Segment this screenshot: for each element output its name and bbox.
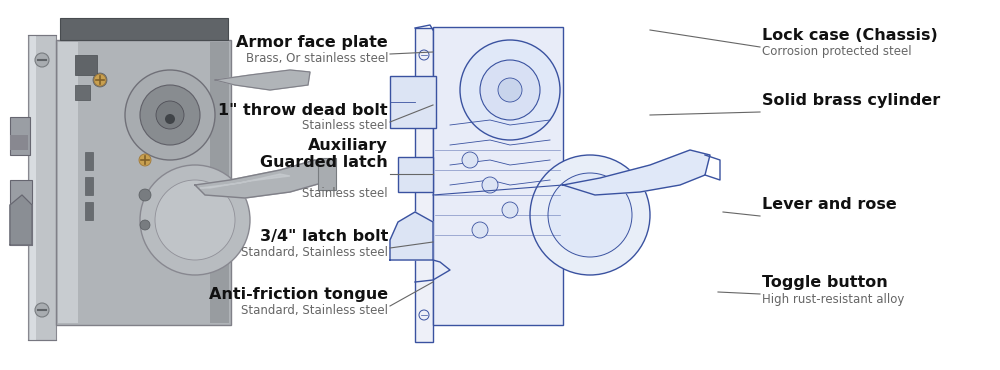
Text: High rust-resistant alloy: High rust-resistant alloy bbox=[762, 293, 904, 306]
Polygon shape bbox=[215, 70, 310, 90]
Circle shape bbox=[139, 154, 151, 166]
Circle shape bbox=[165, 114, 175, 124]
Bar bbox=[398, 157, 433, 192]
Bar bbox=[56, 40, 231, 325]
Circle shape bbox=[548, 173, 632, 257]
Bar bbox=[210, 42, 229, 323]
Circle shape bbox=[472, 222, 488, 238]
Text: Brass, Or stainless steel: Brass, Or stainless steel bbox=[246, 52, 388, 65]
Bar bbox=[10, 135, 28, 150]
Circle shape bbox=[480, 60, 540, 120]
Bar bbox=[85, 202, 93, 220]
Bar bbox=[75, 85, 90, 100]
Bar bbox=[60, 18, 228, 40]
Bar bbox=[75, 55, 97, 75]
Circle shape bbox=[139, 189, 151, 201]
Bar bbox=[318, 158, 336, 190]
Text: Standard, Stainless steel: Standard, Stainless steel bbox=[241, 246, 388, 259]
Circle shape bbox=[94, 74, 106, 86]
Circle shape bbox=[502, 202, 518, 218]
Text: 1" throw dead bolt: 1" throw dead bolt bbox=[218, 103, 388, 118]
Text: Lever and rose: Lever and rose bbox=[762, 197, 897, 212]
Polygon shape bbox=[390, 212, 433, 260]
Text: Standard, Stainless steel: Standard, Stainless steel bbox=[241, 304, 388, 317]
Circle shape bbox=[125, 70, 215, 160]
Bar bbox=[85, 177, 93, 195]
Bar bbox=[30, 35, 36, 340]
Polygon shape bbox=[200, 174, 290, 188]
Circle shape bbox=[155, 180, 235, 260]
Text: Lock case (Chassis): Lock case (Chassis) bbox=[762, 28, 938, 43]
Bar bbox=[390, 76, 436, 128]
Bar bbox=[433, 27, 563, 325]
Circle shape bbox=[156, 101, 184, 129]
Circle shape bbox=[419, 310, 429, 320]
Text: Stainless steel: Stainless steel bbox=[302, 119, 388, 132]
Circle shape bbox=[482, 177, 498, 193]
Circle shape bbox=[462, 152, 478, 168]
Text: Toggle button: Toggle button bbox=[762, 275, 888, 290]
Circle shape bbox=[140, 85, 200, 145]
Polygon shape bbox=[10, 195, 32, 245]
Text: Solid brass cylinder: Solid brass cylinder bbox=[762, 93, 940, 108]
Bar bbox=[10, 180, 32, 245]
Text: Armor face plate: Armor face plate bbox=[236, 35, 388, 50]
Circle shape bbox=[35, 303, 49, 317]
Circle shape bbox=[35, 53, 49, 67]
Text: Corrosion protected steel: Corrosion protected steel bbox=[762, 45, 912, 58]
Polygon shape bbox=[563, 150, 710, 195]
Circle shape bbox=[93, 73, 107, 87]
Circle shape bbox=[419, 50, 429, 60]
Bar bbox=[415, 28, 433, 342]
Bar bbox=[85, 152, 93, 170]
Text: Auxiliary
Guarded latch: Auxiliary Guarded latch bbox=[260, 138, 388, 170]
Bar bbox=[10, 117, 30, 155]
Text: Stainless steel: Stainless steel bbox=[302, 187, 388, 200]
Circle shape bbox=[498, 78, 522, 102]
Circle shape bbox=[530, 155, 650, 275]
Text: 3/4" latch bolt: 3/4" latch bolt bbox=[260, 229, 388, 244]
Circle shape bbox=[460, 40, 560, 140]
Bar bbox=[5, 5, 340, 365]
Circle shape bbox=[140, 220, 150, 230]
Circle shape bbox=[140, 165, 250, 275]
Bar bbox=[58, 42, 78, 323]
Polygon shape bbox=[195, 160, 325, 198]
Bar bbox=[28, 35, 56, 340]
Text: Anti-friction tongue: Anti-friction tongue bbox=[209, 287, 388, 302]
